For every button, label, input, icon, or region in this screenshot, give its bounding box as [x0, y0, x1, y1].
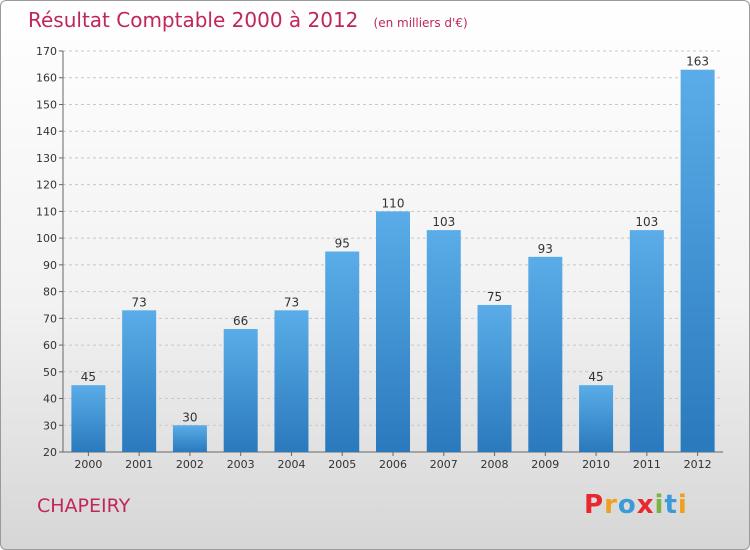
bar-value-label: 163 [686, 55, 709, 69]
y-tick-label: 70 [43, 312, 57, 325]
proxiti-logo[interactable]: Proxiti [584, 490, 688, 520]
x-tick-label: 2006 [379, 458, 407, 471]
x-tick-label: 2003 [227, 458, 255, 471]
bar [477, 304, 512, 452]
title-row: Résultat Comptable 2000 à 2012 (en milli… [28, 8, 468, 32]
x-tick-label: 2000 [74, 458, 102, 471]
y-tick-label: 60 [43, 339, 57, 352]
x-tick-label: 2007 [430, 458, 458, 471]
bar [122, 310, 157, 452]
logo-letter: o [617, 490, 637, 520]
x-tick-label: 2011 [633, 458, 661, 471]
bar-value-label: 30 [182, 410, 197, 424]
logo-letter: i [677, 490, 688, 520]
bar [426, 230, 461, 452]
x-tick-label: 2008 [481, 458, 509, 471]
bar-value-label: 110 [382, 196, 405, 210]
bar [274, 310, 309, 452]
bar [376, 211, 410, 452]
bar-value-label: 66 [233, 314, 248, 328]
bar [528, 256, 563, 452]
y-tick-label: 150 [36, 98, 57, 111]
y-tick-label: 90 [43, 259, 57, 272]
x-tick-label: 2010 [582, 458, 610, 471]
y-tick-label: 80 [43, 286, 57, 299]
y-tick-label: 30 [43, 419, 57, 432]
y-tick-label: 20 [43, 446, 57, 459]
bar-value-label: 93 [538, 242, 553, 256]
y-tick-label: 170 [36, 45, 57, 58]
y-tick-label: 50 [43, 366, 57, 379]
y-tick-label: 100 [36, 232, 57, 245]
x-tick-label: 2012 [684, 458, 712, 471]
bar [680, 69, 715, 453]
chart-title: Résultat Comptable 2000 à 2012 [28, 8, 359, 32]
chart-subtitle: (en milliers d'€) [373, 16, 468, 30]
x-tick-label: 2002 [176, 458, 204, 471]
logo-letter: i [654, 490, 665, 520]
bar-value-label: 103 [432, 215, 455, 229]
bar [172, 425, 207, 452]
bar-value-label: 73 [132, 295, 147, 309]
bar [629, 230, 664, 452]
x-tick-label: 2005 [328, 458, 356, 471]
bar-value-label: 103 [635, 215, 658, 229]
bar-value-label: 45 [81, 370, 96, 384]
logo-letter: P [584, 490, 605, 520]
bar [325, 251, 360, 452]
town-name: CHAPEIRY [37, 495, 131, 517]
x-tick-label: 2004 [277, 458, 305, 471]
bar-value-label: 95 [335, 237, 350, 251]
logo-letter: x [636, 490, 655, 520]
y-tick-label: 130 [36, 152, 57, 165]
bar [579, 385, 614, 452]
bar [223, 329, 258, 452]
y-tick-label: 110 [36, 205, 57, 218]
bar [71, 385, 106, 452]
y-tick-label: 40 [43, 393, 57, 406]
y-tick-label: 160 [36, 72, 57, 85]
logo-letter: r [604, 490, 618, 520]
x-tick-label: 2009 [531, 458, 559, 471]
bar-value-label: 73 [284, 295, 299, 309]
x-tick-label: 2001 [125, 458, 153, 471]
y-tick-label: 140 [36, 125, 57, 138]
bar-value-label: 45 [588, 370, 603, 384]
y-tick-label: 120 [36, 179, 57, 192]
logo-letter: t [664, 490, 678, 520]
bar-value-label: 75 [487, 290, 502, 304]
